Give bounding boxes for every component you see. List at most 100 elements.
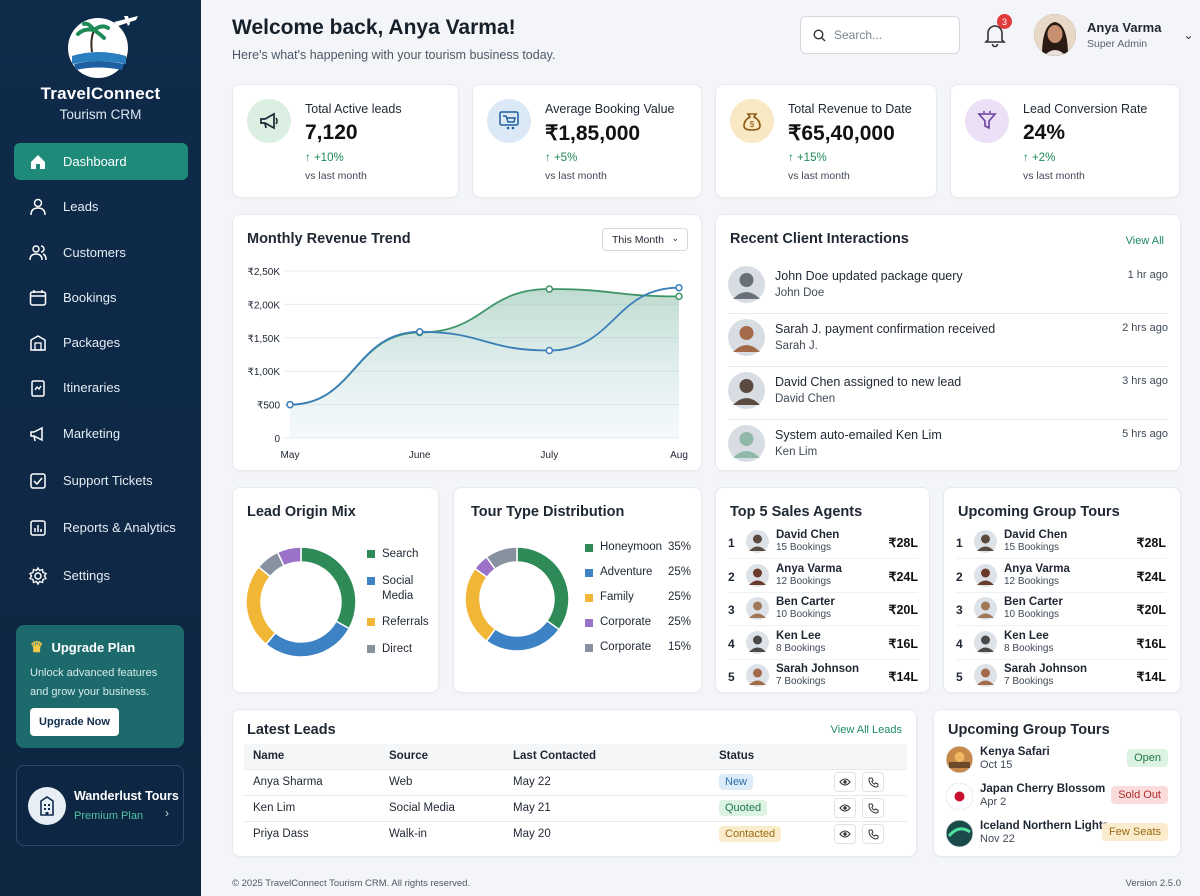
eye-icon bbox=[839, 778, 851, 786]
agent-row[interactable]: 4 Ken Lee 8 Bookings ₹16L bbox=[728, 627, 918, 660]
interaction-item[interactable]: Sarah J. payment confirmation received Sa… bbox=[728, 314, 1168, 367]
data-point bbox=[675, 283, 683, 292]
legend-swatch bbox=[585, 544, 593, 552]
avatar bbox=[974, 563, 997, 587]
sidebar-item-leads[interactable]: Leads bbox=[14, 188, 188, 225]
group-tour-item[interactable]: Iceland Northern Lights Nov 22 Few Seats bbox=[945, 818, 1168, 855]
agent-row[interactable]: 2 Anya Varma 12 Bookings ₹24L bbox=[956, 560, 1166, 593]
kpi-label: Average Booking Value bbox=[545, 102, 675, 116]
agent-row[interactable]: 3 Ben Carter 10 Bookings ₹20L bbox=[728, 593, 918, 626]
legend-percent: 25% bbox=[667, 566, 691, 578]
interaction-item[interactable]: David Chen assigned to new lead David Che… bbox=[728, 367, 1168, 420]
logo-icon bbox=[67, 16, 138, 78]
sidebar-item-customers[interactable]: Customers bbox=[14, 234, 188, 271]
tour-name: Iceland Northern Lights bbox=[980, 820, 1110, 832]
sidebar-item-settings[interactable]: Settings bbox=[14, 557, 188, 594]
x-tick-label: May bbox=[281, 450, 300, 461]
group-tour-item[interactable]: Kenya Safari Oct 15 Open bbox=[945, 744, 1168, 781]
revenue-chart: 0 ₹500 ₹1,00K ₹1,50K ₹2,00K ₹2,50K May June July… bbox=[248, 267, 688, 461]
agent-bookings: 15 Bookings bbox=[776, 542, 832, 553]
lead-origin-title: Lead Origin Mix bbox=[247, 504, 356, 520]
legend-label: Honeymoon bbox=[600, 541, 663, 553]
lead-actions bbox=[825, 820, 907, 847]
phone-icon bbox=[867, 803, 878, 814]
interaction-client: John Doe bbox=[775, 287, 825, 299]
agent-amount: ₹28L bbox=[1136, 536, 1167, 550]
notifications-button[interactable]: 3 bbox=[983, 14, 1012, 48]
avatar bbox=[728, 319, 765, 356]
tour-thumbnail bbox=[945, 819, 974, 848]
group-tour-item[interactable]: Japan Cherry Blossom Apr 2 Sold Out bbox=[945, 781, 1168, 818]
agency-switcher[interactable]: Wanderlust Tours Premium Plan › bbox=[16, 765, 184, 846]
megaphone-icon bbox=[28, 424, 48, 444]
kpi-label: Total Revenue to Date bbox=[788, 102, 912, 116]
agent-row[interactable]: 5 Sarah Johnson 7 Bookings ₹14L bbox=[728, 660, 918, 693]
lead-contacted: May 22 bbox=[504, 768, 710, 795]
kpi-card: Lead Conversion Rate 24% ↑ +2% vs last mont… bbox=[950, 84, 1180, 198]
sidebar-item-packages[interactable]: Packages bbox=[14, 324, 188, 361]
interaction-item[interactable]: System auto-emailed Ken Lim Ken Lim 5 hrs … bbox=[728, 420, 1168, 473]
legend-item: Referrals bbox=[367, 615, 437, 630]
view-all-leads-link[interactable]: View All Leads bbox=[830, 724, 902, 736]
agent-row[interactable]: 4 Ken Lee 8 Bookings ₹16L bbox=[956, 627, 1166, 660]
view-all-link[interactable]: View All bbox=[1125, 235, 1164, 247]
actions-header bbox=[825, 744, 907, 769]
agent-bookings: 8 Bookings bbox=[1004, 642, 1054, 654]
upgrade-button[interactable]: Upgrade Now bbox=[30, 708, 119, 736]
agent-rank: 4 bbox=[956, 636, 963, 651]
agent-rank: 5 bbox=[728, 670, 735, 684]
table-row[interactable]: Ken Lim Social Media May 21 Quoted bbox=[244, 794, 907, 821]
agent-name: Ben Carter bbox=[1004, 596, 1063, 608]
view-button[interactable] bbox=[834, 798, 856, 818]
sidebar-item-support-tickets[interactable]: Support Tickets bbox=[14, 462, 188, 499]
donut-slice bbox=[485, 546, 518, 571]
column-header[interactable]: Last Contacted bbox=[504, 744, 710, 769]
status-badge: Sold Out bbox=[1111, 786, 1168, 804]
sidebar-item-marketing[interactable]: Marketing bbox=[14, 415, 188, 452]
interaction-text: David Chen assigned to new lead bbox=[775, 375, 962, 389]
eye-icon bbox=[839, 830, 851, 838]
agent-name: David Chen bbox=[776, 529, 840, 541]
user-menu[interactable]: Anya Varma Super Admin ⌄ bbox=[1034, 14, 1194, 56]
status-badge: Open bbox=[1127, 749, 1168, 767]
sidebar-item-reports-analytics[interactable]: Reports & Analytics bbox=[14, 509, 188, 546]
column-header[interactable]: Source bbox=[380, 744, 504, 769]
call-button[interactable] bbox=[862, 798, 884, 818]
agent-row[interactable]: 5 Sarah Johnson 7 Bookings ₹14L bbox=[956, 660, 1166, 693]
call-button[interactable] bbox=[862, 824, 884, 845]
table-row[interactable]: Priya Dass Walk-in May 20 Contacted bbox=[244, 820, 907, 847]
agent-name: Ben Carter bbox=[776, 596, 835, 608]
interaction-client: Sarah J. bbox=[775, 340, 818, 352]
calendar-icon bbox=[28, 288, 48, 308]
view-button[interactable] bbox=[834, 824, 856, 845]
legend-swatch bbox=[367, 618, 375, 626]
sidebar-item-dashboard[interactable]: Dashboard bbox=[14, 143, 188, 180]
sidebar-item-label: Itineraries bbox=[63, 380, 121, 395]
kpi-value: 7,120 bbox=[305, 121, 358, 144]
interaction-text: John Doe updated package query bbox=[775, 269, 963, 283]
sidebar-item-label: Customers bbox=[63, 245, 126, 260]
column-header[interactable]: Name bbox=[244, 744, 380, 769]
kpi-change-value: +15% bbox=[796, 152, 827, 164]
leads-table: Name Source Last Contacted Status Anya Shar… bbox=[244, 744, 907, 847]
table-row[interactable]: Anya Sharma Web May 22 New bbox=[244, 768, 907, 795]
period-select[interactable]: This Month ⌄ bbox=[602, 228, 688, 251]
view-button[interactable] bbox=[834, 772, 856, 792]
agent-amount: ₹16L bbox=[1136, 636, 1167, 651]
column-header[interactable]: Status bbox=[710, 744, 825, 769]
upgrade-card: ♛ Upgrade Plan Unlock advanced features an… bbox=[16, 625, 184, 748]
agent-row[interactable]: 1 David Chen 15 Bookings ₹28L bbox=[956, 526, 1166, 559]
avatar bbox=[974, 630, 997, 654]
phone-icon bbox=[867, 829, 878, 840]
agent-row[interactable]: 3 Ben Carter 10 Bookings ₹20L bbox=[956, 593, 1166, 626]
footer-version: Version 2.5.0 bbox=[1125, 878, 1181, 889]
call-button[interactable] bbox=[862, 772, 884, 792]
search-input[interactable]: Search... bbox=[800, 16, 960, 54]
agent-row[interactable]: 2 Anya Varma 12 Bookings ₹24L bbox=[728, 560, 918, 593]
sidebar-item-itineraries[interactable]: Itineraries bbox=[14, 369, 188, 406]
interaction-item[interactable]: John Doe updated package query John Doe 1 … bbox=[728, 261, 1168, 314]
legend-swatch bbox=[585, 644, 593, 652]
user-icon bbox=[28, 197, 48, 217]
agent-row[interactable]: 1 David Chen 15 Bookings ₹28L bbox=[728, 526, 918, 559]
sidebar-item-bookings[interactable]: Bookings bbox=[14, 279, 188, 316]
